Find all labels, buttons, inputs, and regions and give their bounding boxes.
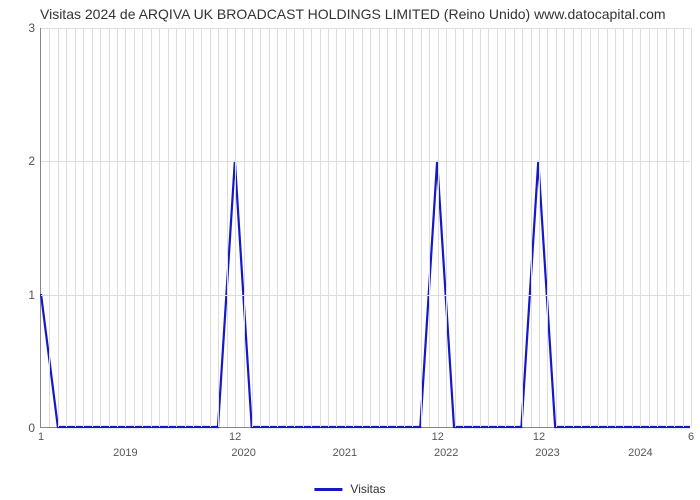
grid-line-vertical bbox=[362, 28, 363, 427]
grid-line-horizontal bbox=[41, 161, 690, 162]
grid-line-horizontal bbox=[41, 28, 690, 29]
legend: Visitas bbox=[314, 482, 385, 496]
grid-line-vertical bbox=[683, 28, 684, 427]
grid-line-vertical bbox=[640, 28, 641, 427]
grid-line-vertical bbox=[446, 28, 447, 427]
grid-line-vertical bbox=[674, 28, 675, 427]
grid-line-vertical bbox=[193, 28, 194, 427]
grid-line-vertical bbox=[277, 28, 278, 427]
grid-line-vertical bbox=[286, 28, 287, 427]
grid-line-vertical bbox=[201, 28, 202, 427]
grid-line-vertical bbox=[75, 28, 76, 427]
x-axis-year-label: 2023 bbox=[535, 427, 559, 459]
grid-line-vertical bbox=[556, 28, 557, 427]
grid-line-vertical bbox=[505, 28, 506, 427]
grid-line-vertical bbox=[539, 28, 540, 427]
grid-line-vertical bbox=[252, 28, 253, 427]
grid-line-vertical bbox=[412, 28, 413, 427]
grid-line-vertical bbox=[564, 28, 565, 427]
grid-line-vertical bbox=[472, 28, 473, 427]
grid-line-vertical bbox=[66, 28, 67, 427]
grid-line-vertical bbox=[657, 28, 658, 427]
grid-line-vertical bbox=[649, 28, 650, 427]
grid-line-vertical bbox=[590, 28, 591, 427]
legend-swatch bbox=[314, 488, 342, 491]
grid-line-vertical bbox=[320, 28, 321, 427]
grid-line-vertical bbox=[404, 28, 405, 427]
x-axis-year-label: 2019 bbox=[113, 427, 137, 459]
grid-line-vertical bbox=[379, 28, 380, 427]
grid-line-vertical bbox=[92, 28, 93, 427]
x-axis-value-label: 1 bbox=[38, 427, 44, 443]
grid-line-vertical bbox=[573, 28, 574, 427]
grid-line-vertical bbox=[421, 28, 422, 427]
chart-container: Visitas 2024 de ARQIVA UK BROADCAST HOLD… bbox=[0, 0, 700, 500]
grid-line-vertical bbox=[49, 28, 50, 427]
x-axis-year-label: 2024 bbox=[628, 427, 652, 459]
grid-line-vertical bbox=[581, 28, 582, 427]
grid-line-vertical bbox=[547, 28, 548, 427]
grid-line-vertical bbox=[336, 28, 337, 427]
x-axis-value-label: 6 bbox=[688, 427, 694, 443]
grid-line-vertical bbox=[615, 28, 616, 427]
grid-line-vertical bbox=[497, 28, 498, 427]
grid-line-vertical bbox=[58, 28, 59, 427]
grid-line-vertical bbox=[117, 28, 118, 427]
grid-line-vertical bbox=[396, 28, 397, 427]
grid-line-vertical bbox=[353, 28, 354, 427]
y-axis-label: 1 bbox=[28, 288, 41, 302]
y-axis-label: 2 bbox=[28, 154, 41, 168]
grid-line-vertical bbox=[260, 28, 261, 427]
grid-line-vertical bbox=[522, 28, 523, 427]
grid-line-vertical bbox=[387, 28, 388, 427]
grid-line-vertical bbox=[168, 28, 169, 427]
grid-line-vertical bbox=[531, 28, 532, 427]
grid-line-vertical bbox=[125, 28, 126, 427]
grid-line-vertical bbox=[134, 28, 135, 427]
grid-line-vertical bbox=[109, 28, 110, 427]
grid-line-vertical bbox=[218, 28, 219, 427]
grid-line-vertical bbox=[176, 28, 177, 427]
grid-line-vertical bbox=[227, 28, 228, 427]
grid-line-vertical bbox=[151, 28, 152, 427]
grid-line-vertical bbox=[429, 28, 430, 427]
grid-line-vertical bbox=[623, 28, 624, 427]
x-axis-year-label: 2022 bbox=[434, 427, 458, 459]
grid-line-vertical bbox=[463, 28, 464, 427]
grid-line-vertical bbox=[488, 28, 489, 427]
grid-line-vertical bbox=[269, 28, 270, 427]
grid-line-horizontal bbox=[41, 295, 690, 296]
grid-line-vertical bbox=[666, 28, 667, 427]
grid-line-vertical bbox=[235, 28, 236, 427]
x-axis-year-label: 2020 bbox=[231, 427, 255, 459]
grid-line-vertical bbox=[311, 28, 312, 427]
grid-line-vertical bbox=[345, 28, 346, 427]
grid-line-vertical bbox=[691, 28, 692, 427]
grid-line-vertical bbox=[598, 28, 599, 427]
line-chart-svg bbox=[41, 28, 690, 427]
grid-line-vertical bbox=[607, 28, 608, 427]
grid-line-vertical bbox=[244, 28, 245, 427]
grid-line-vertical bbox=[294, 28, 295, 427]
grid-line-vertical bbox=[303, 28, 304, 427]
legend-label: Visitas bbox=[350, 482, 385, 496]
y-axis-label: 3 bbox=[28, 21, 41, 35]
grid-line-vertical bbox=[100, 28, 101, 427]
grid-line-vertical bbox=[185, 28, 186, 427]
chart-title: Visitas 2024 de ARQIVA UK BROADCAST HOLD… bbox=[40, 6, 666, 22]
grid-line-vertical bbox=[514, 28, 515, 427]
plot-area: 012311212126201920202021202220232024 bbox=[40, 28, 690, 428]
grid-line-vertical bbox=[210, 28, 211, 427]
grid-line-vertical bbox=[480, 28, 481, 427]
grid-line-vertical bbox=[83, 28, 84, 427]
grid-line-vertical bbox=[159, 28, 160, 427]
grid-line-vertical bbox=[438, 28, 439, 427]
grid-line-vertical bbox=[328, 28, 329, 427]
grid-line-vertical bbox=[632, 28, 633, 427]
grid-line-vertical bbox=[370, 28, 371, 427]
grid-line-vertical bbox=[142, 28, 143, 427]
grid-line-vertical bbox=[455, 28, 456, 427]
x-axis-year-label: 2021 bbox=[333, 427, 357, 459]
